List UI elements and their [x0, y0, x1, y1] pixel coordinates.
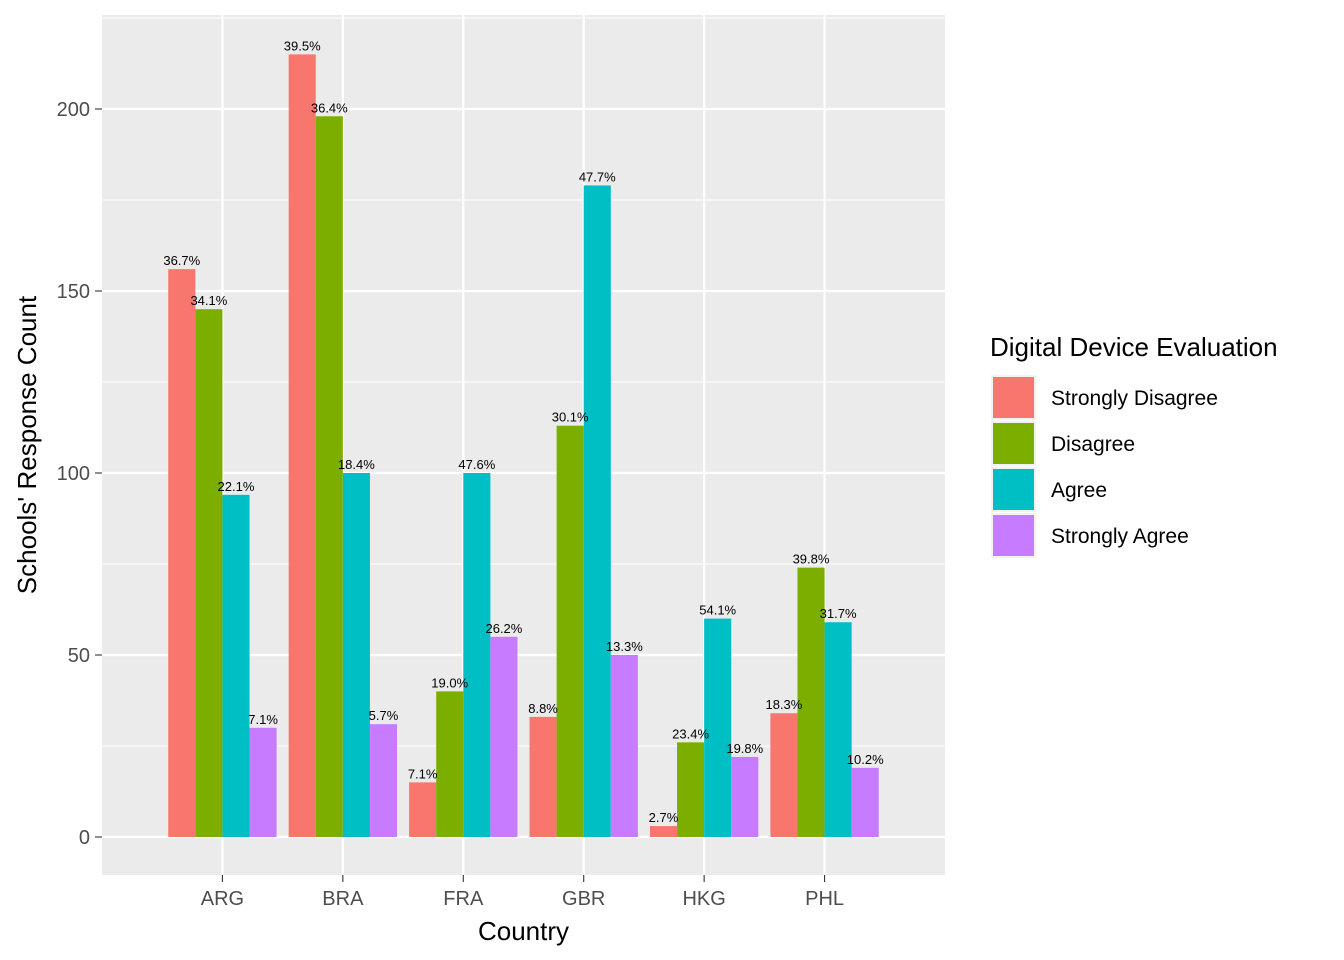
bar [556, 425, 584, 837]
bar-data-label: 39.8% [793, 552, 830, 567]
legend-item-label: Strongly Disagree [1051, 387, 1218, 410]
bar [851, 767, 879, 837]
legend-key-swatch [993, 377, 1034, 418]
y-tick-label: 150 [57, 281, 90, 303]
y-tick-label: 200 [57, 99, 90, 121]
x-tick-label: ARG [201, 888, 244, 910]
y-tick-label: 100 [57, 463, 90, 485]
bar-data-label: 7.1% [248, 712, 278, 727]
bar [824, 622, 852, 837]
x-tick-label: PHL [805, 888, 844, 910]
y-axis: 0 50 100 150 200 [57, 99, 102, 849]
bar-data-label: 22.1% [218, 479, 255, 494]
bar-data-label: 47.7% [579, 169, 616, 184]
bar [677, 742, 705, 837]
bar-data-label: 23.4% [672, 726, 709, 741]
bar [731, 756, 759, 837]
bar-data-label: 34.1% [190, 293, 227, 308]
bar [529, 716, 557, 837]
bar [770, 713, 798, 837]
bar [436, 691, 464, 837]
bar-data-label: 8.8% [528, 701, 558, 716]
bar-data-label: 47.6% [458, 457, 495, 472]
y-tick-label: 50 [68, 645, 90, 667]
x-axis: ARG BRA FRA GBR HKG PHL [201, 875, 844, 910]
bar [369, 724, 398, 837]
bar [195, 309, 223, 837]
legend-item-label: Agree [1051, 479, 1107, 502]
legend-title: Digital Device Evaluation [990, 332, 1278, 362]
legend-key-swatch [993, 515, 1034, 556]
bar-data-label: 2.7% [649, 810, 679, 825]
bar [704, 618, 732, 837]
bar-data-label: 36.7% [163, 253, 200, 268]
bar-data-label: 54.1% [699, 603, 736, 618]
bar [797, 567, 825, 837]
bar-data-label: 31.7% [820, 606, 857, 621]
bar [168, 269, 196, 837]
bars [168, 54, 879, 837]
bar [583, 185, 611, 837]
bar-data-label: 7.1% [408, 766, 438, 781]
bar-data-label: 39.5% [284, 38, 321, 53]
legend-key-swatch [993, 423, 1034, 464]
legend-key-swatch [993, 469, 1034, 510]
x-tick-label: BRA [322, 888, 364, 910]
x-tick-label: FRA [443, 888, 484, 910]
bar-data-label: 10.2% [847, 752, 884, 767]
legend: Digital Device Evaluation Strongly Disag… [990, 332, 1278, 558]
bar-data-label: 26.2% [485, 621, 522, 636]
bar [249, 727, 277, 837]
legend-item-label: Strongly Agree [1051, 525, 1189, 548]
bar-data-label: 5.7% [369, 708, 399, 723]
bar [490, 636, 518, 837]
x-axis-title: Country [478, 916, 569, 946]
bar [649, 826, 678, 837]
bar-data-label: 18.4% [338, 457, 375, 472]
bar [315, 116, 343, 837]
bar [463, 473, 491, 837]
bar-data-label: 18.3% [765, 697, 802, 712]
bar [342, 473, 370, 837]
data-labels: 36.7% 39.5% 7.1% 8.8% 2.7% 18.3% 34.1% 36.4% 19.… [163, 38, 884, 825]
x-tick-label: HKG [682, 888, 725, 910]
x-tick-label: GBR [562, 888, 605, 910]
bar [610, 655, 638, 837]
bar-data-label: 36.4% [311, 100, 348, 115]
legend-item-label: Disagree [1051, 433, 1135, 456]
bar [222, 494, 250, 837]
bar-data-label: 19.8% [726, 741, 763, 756]
bar-data-label: 13.3% [606, 639, 643, 654]
y-axis-title: Schools' Response Count [12, 295, 42, 594]
bar-data-label: 19.0% [431, 675, 468, 690]
bar-data-label: 30.1% [552, 410, 589, 425]
bar [288, 54, 316, 837]
y-tick-label: 0 [79, 827, 90, 849]
bar [409, 782, 437, 837]
